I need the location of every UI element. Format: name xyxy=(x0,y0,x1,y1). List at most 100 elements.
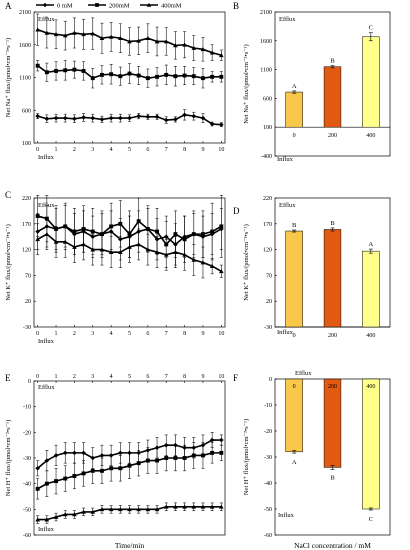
category-label: 0 xyxy=(293,133,296,139)
data-point xyxy=(210,450,215,455)
data-point xyxy=(209,263,215,268)
category-label: 400 xyxy=(366,384,375,390)
data-point xyxy=(127,71,132,76)
data-point xyxy=(173,504,178,509)
y-tick-label: -20 xyxy=(23,430,31,436)
data-point xyxy=(182,252,187,257)
y-tick-label: 2100 xyxy=(260,10,272,16)
panel-f: F -60 -50 -40 -30 -20 -10 0 Net H⁺ flux/(pmol•cm… xyxy=(233,370,391,550)
data-point xyxy=(53,239,59,244)
data-point xyxy=(127,507,132,512)
legend-marker xyxy=(42,2,48,8)
influx-label: Influx xyxy=(38,338,55,345)
y-axis-label: Net K⁺ flux/(pmol•cm⁻²•s⁻¹) xyxy=(243,224,250,301)
x-tick-label: 5 xyxy=(128,374,131,380)
panel-letter: D xyxy=(233,206,240,216)
data-point xyxy=(163,504,169,509)
y-tick-label: 170 xyxy=(22,222,31,228)
x-tick-label: 4 xyxy=(110,147,113,153)
y-tick-label: 0 xyxy=(28,379,31,385)
data-point xyxy=(182,112,187,118)
y-tick-label: 600 xyxy=(22,108,31,114)
data-point xyxy=(90,31,96,36)
data-point xyxy=(62,450,68,456)
data-point xyxy=(155,74,160,79)
significance-letter: A xyxy=(292,459,297,466)
data-point xyxy=(154,114,160,120)
series-2 xyxy=(35,60,224,89)
y-tick-label: 100 xyxy=(22,141,31,147)
x-tick-label: 9 xyxy=(201,374,204,380)
data-point xyxy=(35,214,40,219)
significance-letter: B xyxy=(330,220,335,227)
data-point xyxy=(145,227,150,231)
data-point xyxy=(154,39,160,44)
y-tick-label: -50 xyxy=(264,507,272,513)
efflux-label: Efflux xyxy=(279,202,296,209)
bar xyxy=(362,250,380,328)
y-tick-label: 0 xyxy=(269,377,272,383)
x-tick-label: 4 xyxy=(110,331,113,337)
data-point xyxy=(201,76,205,81)
y-tick-label: 1100 xyxy=(19,76,31,82)
x-tick-label: 5 xyxy=(128,147,131,153)
legend-marker xyxy=(95,3,99,7)
x-tick-label: 3 xyxy=(91,374,94,380)
data-point xyxy=(145,114,151,120)
data-point xyxy=(127,39,132,44)
data-point xyxy=(201,453,205,458)
data-point xyxy=(163,117,169,123)
data-point xyxy=(81,115,86,120)
efflux-label: Efflux xyxy=(279,16,296,23)
x-tick-label: 1 xyxy=(55,331,58,337)
data-point xyxy=(118,221,123,226)
efflux-label: Efflux xyxy=(38,384,55,391)
data-point xyxy=(145,76,150,81)
data-point xyxy=(44,30,50,35)
data-point xyxy=(53,453,59,458)
data-point xyxy=(81,242,86,247)
data-point xyxy=(191,232,196,237)
data-point xyxy=(35,517,40,522)
x-tick-label: 1 xyxy=(55,147,58,153)
plot-frame xyxy=(274,11,391,157)
data-point xyxy=(210,74,215,79)
x-tick-label: 0 xyxy=(36,331,39,337)
data-point xyxy=(53,31,59,37)
category-label: 200 xyxy=(328,384,337,390)
bar xyxy=(323,66,342,128)
data-point xyxy=(63,476,68,481)
y-tick-label: 70 xyxy=(266,273,272,279)
series-3 xyxy=(35,13,224,62)
data-point xyxy=(191,257,197,262)
data-point xyxy=(136,38,141,43)
x-tick-label: 5 xyxy=(128,331,131,337)
data-point xyxy=(99,468,104,473)
data-point xyxy=(99,247,105,252)
data-point xyxy=(200,47,206,52)
data-point xyxy=(163,39,169,44)
panel-letter: A xyxy=(5,1,12,11)
data-point xyxy=(173,456,178,460)
data-point xyxy=(136,242,141,247)
data-point xyxy=(99,35,105,41)
y-tick-label: 170 xyxy=(263,222,272,228)
panel-letter: B xyxy=(233,1,239,11)
data-point xyxy=(155,229,160,234)
data-point xyxy=(210,229,215,234)
category-label: 200 xyxy=(328,133,337,139)
data-point xyxy=(136,507,141,512)
data-point xyxy=(145,507,151,512)
panel-b: B -400 100 600 1100 1600 2100 Net Na⁺ flux/(pmo… xyxy=(233,1,391,163)
series-3 xyxy=(35,218,224,279)
y-tick-label: -40 xyxy=(23,482,31,488)
y-tick-label: 1600 xyxy=(260,39,272,45)
data-point xyxy=(90,468,95,473)
category-label: 400 xyxy=(366,133,375,139)
significance-letter: B xyxy=(292,222,297,229)
data-point xyxy=(209,121,215,127)
significance-letter: B xyxy=(330,474,335,481)
data-point xyxy=(81,450,86,456)
y-tick-label: 220 xyxy=(22,196,31,202)
y-tick-label: -30 xyxy=(264,325,272,331)
